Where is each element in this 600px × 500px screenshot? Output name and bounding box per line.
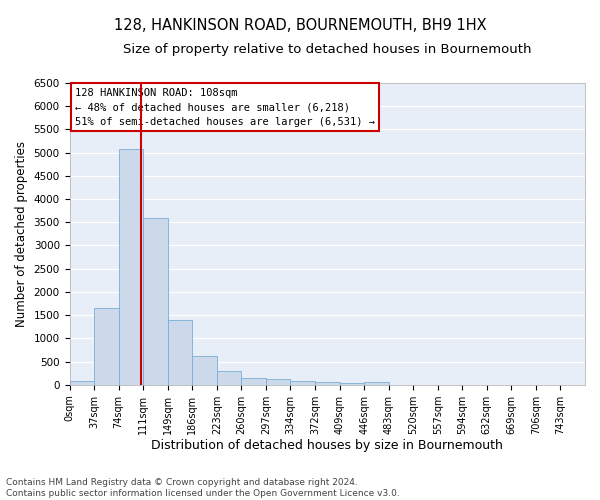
- Bar: [70, 381, 94, 384]
- Bar: [143, 218, 168, 384]
- Bar: [168, 320, 192, 384]
- Bar: [290, 381, 315, 384]
- Bar: [315, 382, 340, 384]
- Text: 128 HANKINSON ROAD: 108sqm
← 48% of detached houses are smaller (6,218)
51% of s: 128 HANKINSON ROAD: 108sqm ← 48% of deta…: [74, 88, 374, 127]
- Bar: [94, 308, 119, 384]
- Title: Size of property relative to detached houses in Bournemouth: Size of property relative to detached ho…: [123, 42, 532, 56]
- Bar: [241, 378, 266, 384]
- Bar: [119, 149, 143, 384]
- Bar: [266, 378, 290, 384]
- Bar: [364, 382, 389, 384]
- Bar: [217, 371, 241, 384]
- Y-axis label: Number of detached properties: Number of detached properties: [15, 141, 28, 327]
- Text: 128, HANKINSON ROAD, BOURNEMOUTH, BH9 1HX: 128, HANKINSON ROAD, BOURNEMOUTH, BH9 1H…: [113, 18, 487, 32]
- Text: Contains HM Land Registry data © Crown copyright and database right 2024.
Contai: Contains HM Land Registry data © Crown c…: [6, 478, 400, 498]
- X-axis label: Distribution of detached houses by size in Bournemouth: Distribution of detached houses by size …: [151, 440, 503, 452]
- Bar: [192, 356, 217, 384]
